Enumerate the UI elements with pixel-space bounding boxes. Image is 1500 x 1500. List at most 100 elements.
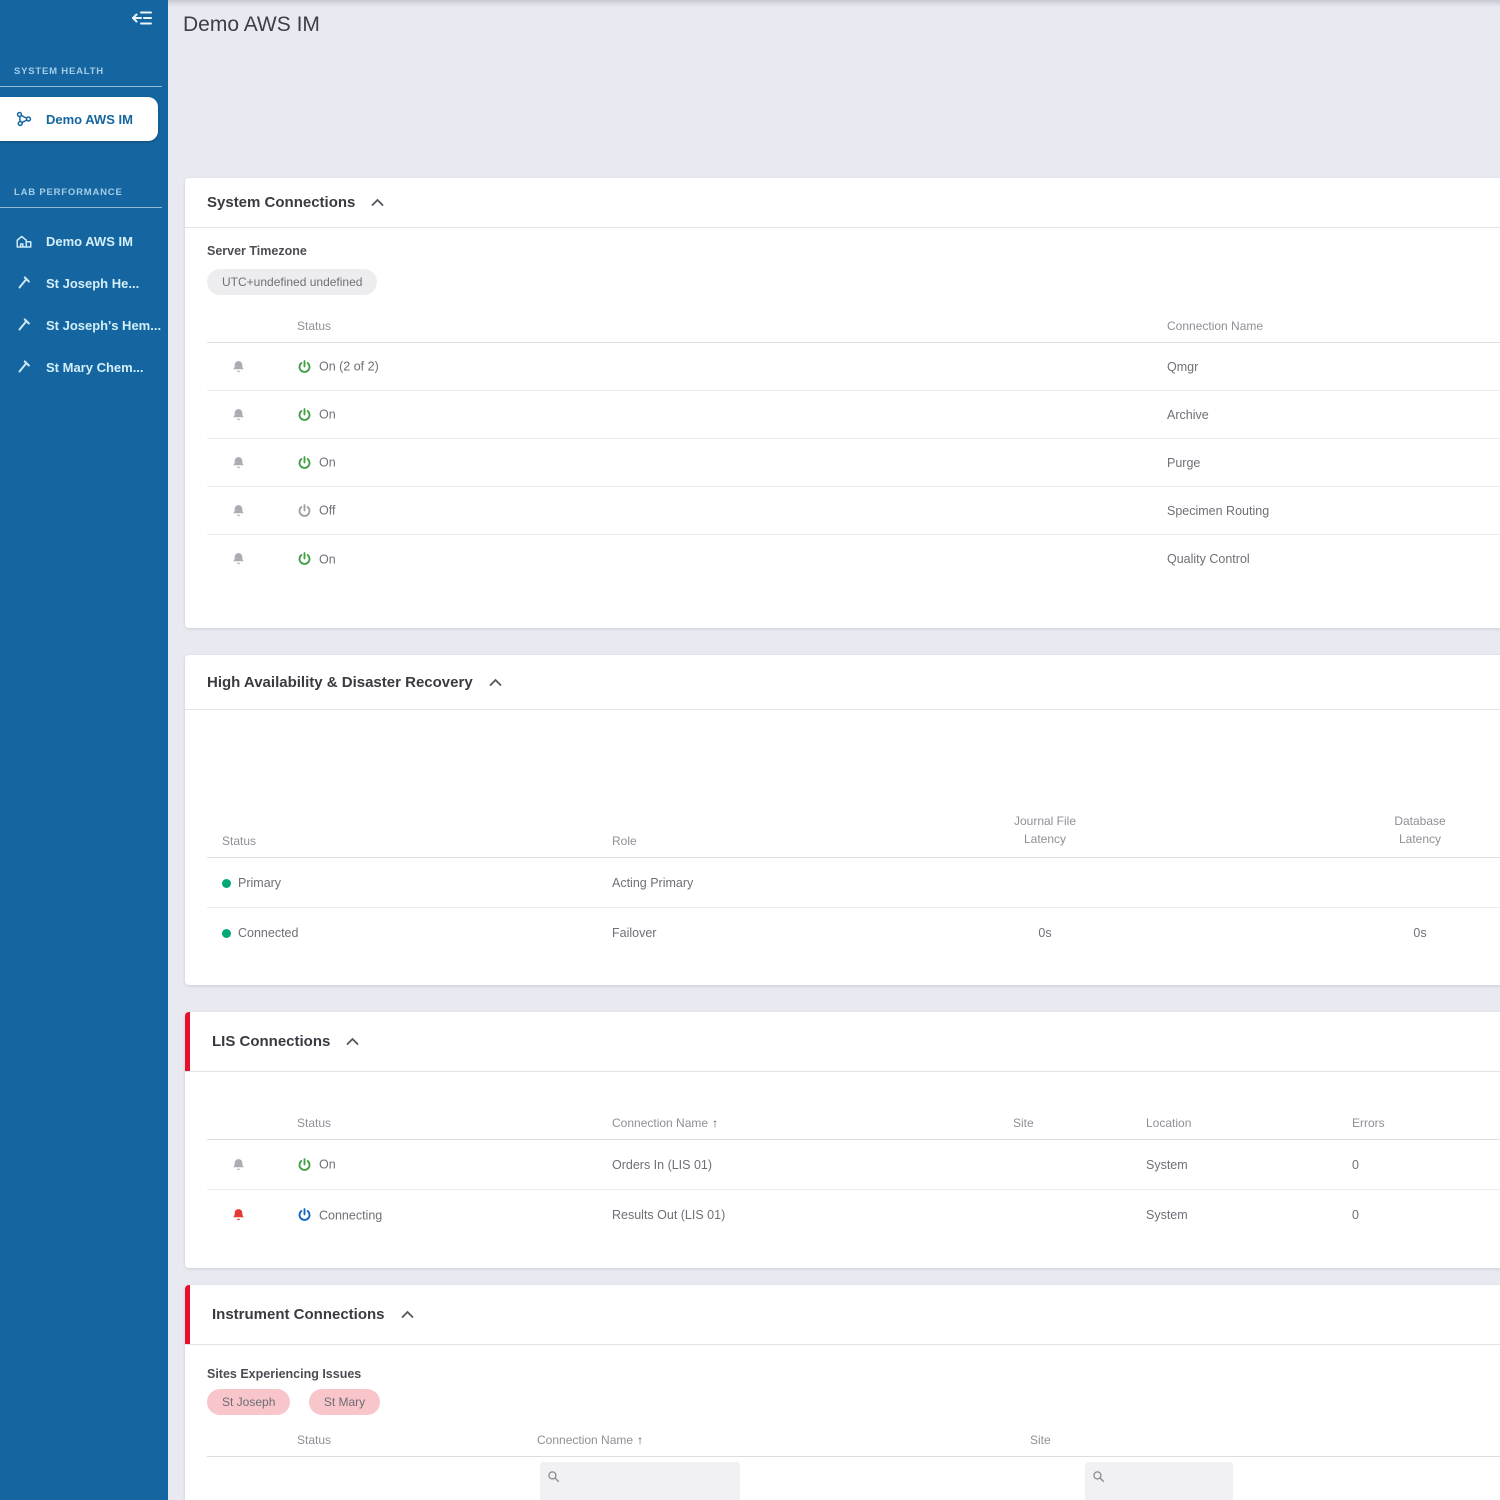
- alert-accent-bar: [185, 1012, 190, 1072]
- collapse-sidebar-button[interactable]: [131, 10, 152, 29]
- status-text: Connecting: [319, 1208, 383, 1222]
- column-header-status: Status: [297, 1433, 332, 1447]
- collapse-panel-button[interactable]: [489, 678, 502, 687]
- sidebar-item-label: St Mary Chem...: [46, 359, 144, 375]
- alert-bell-icon[interactable]: [231, 503, 246, 519]
- alert-bell-icon[interactable]: [231, 551, 246, 567]
- power-icon: [298, 455, 311, 469]
- column-header-status: Status: [297, 1116, 332, 1130]
- alert-bell-icon[interactable]: [231, 1207, 246, 1223]
- status-text: On (2 of 2): [319, 359, 379, 374]
- table-row: Connecting Results Out (LIS 01) System 0: [207, 1190, 1500, 1240]
- alert-bell-icon[interactable]: [231, 1157, 246, 1173]
- power-icon: [298, 407, 311, 421]
- column-header-status: Status: [297, 319, 332, 333]
- sites-experiencing-issues-label: Sites Experiencing Issues: [207, 1367, 362, 1381]
- status-text: On: [319, 1157, 336, 1172]
- status-text: Off: [319, 503, 336, 518]
- column-header-connection-name-sorted[interactable]: Connection Name ↑: [612, 1116, 719, 1130]
- location-value: System: [1146, 1157, 1188, 1172]
- panel-title: LIS Connections: [212, 1033, 331, 1050]
- search-icon: [1093, 1471, 1105, 1483]
- building-icon: [14, 232, 34, 250]
- column-header-role: Role: [612, 834, 637, 848]
- sidebar-item-label: Demo AWS IM: [46, 233, 133, 249]
- errors-value: 0: [1352, 1157, 1359, 1172]
- panel-title: High Availability & Disaster Recovery: [207, 673, 473, 691]
- sort-ascending-icon: ↑: [712, 1116, 719, 1130]
- network-icon: [14, 110, 34, 128]
- sidebar-divider: [0, 207, 162, 208]
- collapse-panel-button[interactable]: [371, 198, 384, 207]
- table-row: On (2 of 2) Qmgr: [207, 343, 1500, 391]
- test-tube-icon: [14, 358, 34, 376]
- collapse-panel-button[interactable]: [346, 1037, 359, 1046]
- chevron-up-icon: [401, 1310, 413, 1318]
- issue-site-chip: St Mary: [308, 1389, 381, 1415]
- sidebar-item-demo-aws-im-lab[interactable]: Demo AWS IM: [0, 220, 168, 262]
- power-icon: [298, 1157, 311, 1171]
- column-header-status: Status: [222, 834, 257, 848]
- column-header-site: Site: [1030, 1433, 1051, 1447]
- server-timezone-chip: UTC+undefined undefined: [207, 269, 378, 295]
- collapse-sidebar-icon: [131, 11, 152, 25]
- column-header-location: Location: [1146, 1116, 1192, 1130]
- collapse-panel-button[interactable]: [401, 1310, 414, 1319]
- table-row: Off Specimen Routing: [207, 487, 1500, 535]
- sidebar-item-label: Demo AWS IM: [46, 111, 133, 127]
- main-content: Demo AWS IM System Connections Server Ti…: [168, 0, 1500, 1500]
- errors-value: 0: [1352, 1208, 1359, 1222]
- chevron-up-icon: [489, 678, 502, 686]
- status-text: Connected: [238, 926, 299, 940]
- status-text: On: [319, 552, 336, 566]
- column-header-errors: Errors: [1352, 1116, 1385, 1130]
- page-title: Demo AWS IM: [183, 13, 320, 36]
- sidebar-item-label: St Joseph He...: [46, 275, 140, 291]
- power-icon: [298, 359, 311, 373]
- column-header-journal-latency: Journal File Latency: [1013, 814, 1077, 846]
- table-row: Primary Acting Primary: [207, 858, 1500, 908]
- column-header-connection-name: Connection Name: [1167, 319, 1264, 333]
- system-connections-panel: System Connections Server Timezone UTC+u…: [185, 178, 1500, 628]
- column-header-connection-name-sorted[interactable]: Connection Name ↑: [537, 1433, 644, 1447]
- connection-name: Qmgr: [1167, 359, 1199, 374]
- table-row: On Orders In (LIS 01) System 0: [207, 1140, 1500, 1190]
- alert-bell-icon[interactable]: [231, 455, 246, 471]
- sidebar-item-st-josephs-hem[interactable]: St Joseph's Hem...: [0, 304, 168, 346]
- panel-title: System Connections: [207, 194, 356, 211]
- chevron-up-icon: [371, 198, 384, 206]
- site-filter-input[interactable]: [1085, 1462, 1233, 1500]
- status-text: On: [319, 455, 336, 470]
- search-icon: [548, 1471, 560, 1483]
- column-header-database-latency: Database Latency: [1394, 814, 1446, 846]
- role-value: Acting Primary: [612, 875, 694, 890]
- connection-name: Orders In (LIS 01): [612, 1157, 713, 1172]
- database-latency-value: 0s: [1413, 926, 1427, 940]
- alert-bell-icon[interactable]: [231, 407, 246, 423]
- sidebar-item-demo-aws-im-system-health[interactable]: Demo AWS IM: [0, 97, 158, 141]
- table-row: On Archive: [207, 391, 1500, 439]
- chevron-up-icon: [346, 1037, 359, 1045]
- connection-name: Archive: [1167, 407, 1209, 422]
- lis-connections-panel: LIS Connections Status Connection Name ↑ …: [185, 1012, 1500, 1268]
- sidebar: SYSTEM HEALTH Demo AWS IM LAB PERFORMANC…: [0, 0, 168, 1500]
- sidebar-item-label: St Joseph's Hem...: [46, 317, 162, 333]
- power-icon: [298, 503, 311, 517]
- sidebar-item-st-joseph-he[interactable]: St Joseph He...: [0, 262, 168, 304]
- connection-name: Specimen Routing: [1167, 503, 1270, 518]
- status-dot-icon: [222, 929, 231, 938]
- sidebar-item-st-mary-chem[interactable]: St Mary Chem...: [0, 346, 168, 388]
- sidebar-section-lab-performance: LAB PERFORMANCE: [14, 187, 123, 198]
- role-value: Failover: [612, 926, 657, 940]
- location-value: System: [1146, 1208, 1188, 1222]
- power-icon: [298, 1208, 311, 1221]
- connection-name-filter-input[interactable]: [540, 1462, 740, 1500]
- status-dot-icon: [222, 878, 231, 888]
- table-row: Connected Failover 0s 0s: [207, 908, 1500, 958]
- column-header-site: Site: [1013, 1116, 1034, 1130]
- connection-name: Quality Control: [1167, 552, 1250, 566]
- connection-name: Results Out (LIS 01): [612, 1208, 726, 1222]
- alert-bell-icon[interactable]: [231, 359, 246, 375]
- alert-accent-bar: [185, 1285, 190, 1345]
- ha-dr-panel: High Availability & Disaster Recovery St…: [185, 655, 1500, 985]
